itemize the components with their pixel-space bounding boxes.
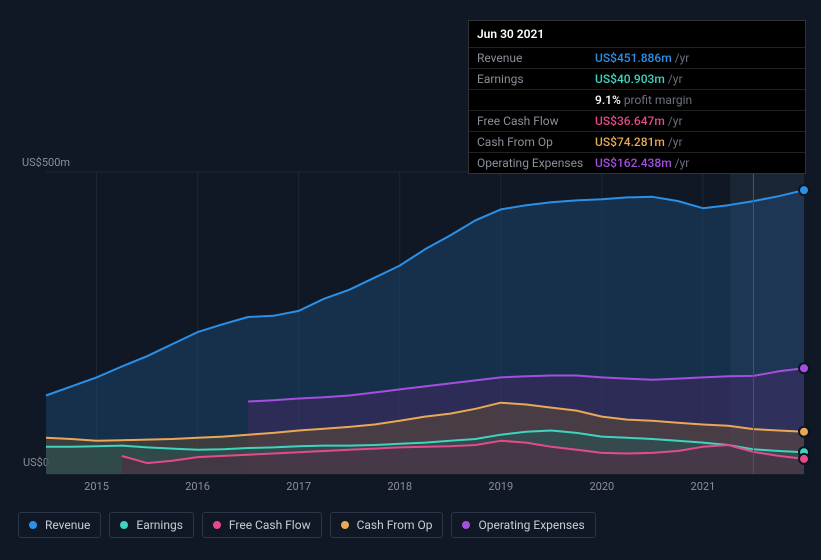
legend-item-revenue[interactable]: Revenue [18,512,101,538]
tooltip-value: US$451.886m [595,51,672,65]
legend-item-opex[interactable]: Operating Expenses [451,512,595,538]
legend-label: Revenue [45,518,90,532]
tooltip-label: Revenue [477,51,595,65]
tooltip-label: Cash From Op [477,135,595,149]
tooltip-value: US$36.647m [595,114,665,128]
x-tick-label: 2015 [84,480,109,493]
profit-margin-label: profit margin [624,93,692,107]
legend-dot [341,521,349,529]
x-tick-label: 2017 [286,480,311,493]
profit-margin-value: 9.1% [595,93,621,107]
legend-item-cfo[interactable]: Cash From Op [330,512,444,538]
tooltip-value: US$162.438m [595,156,672,170]
tooltip-row: 9.1%profit margin [469,89,805,110]
legend-item-earnings[interactable]: Earnings [109,512,194,538]
legend-label: Earnings [136,518,183,532]
legend-dot [29,521,37,529]
tooltip-row: Cash From Op US$74.281m/yr [469,131,805,152]
legend-dot [213,521,221,529]
x-axis-labels: 2015 2016 2017 2018 2019 2020 2021 [46,480,804,496]
legend-dot [462,521,470,529]
legend-label: Cash From Op [357,518,433,532]
tooltip-value: US$74.281m [595,135,665,149]
tooltip-row: Earnings US$40.903m/yr [469,68,805,89]
tooltip-row: Revenue US$451.886m/yr [469,47,805,68]
chart-tooltip: Jun 30 2021 Revenue US$451.886m/yr Earni… [468,20,806,174]
chart-legend: Revenue Earnings Free Cash Flow Cash From O… [18,512,596,538]
y-axis-label-max: US$500m [22,156,70,169]
chart-plot[interactable] [46,172,804,474]
tooltip-row: Free Cash Flow US$36.647m/yr [469,110,805,131]
x-tick-label: 2016 [185,480,210,493]
legend-label: Operating Expenses [478,518,584,532]
x-tick-label: 2020 [589,480,614,493]
tooltip-label: Free Cash Flow [477,114,595,128]
legend-label: Free Cash Flow [229,518,311,532]
tooltip-row: Operating Expenses US$162.438m/yr [469,152,805,173]
legend-dot [120,521,128,529]
x-tick-label: 2018 [387,480,412,493]
tooltip-date: Jun 30 2021 [469,21,805,47]
tooltip-value: US$40.903m [595,72,665,86]
x-tick-label: 2019 [488,480,513,493]
tooltip-label: Earnings [477,72,595,86]
x-tick-label: 2021 [691,480,716,493]
legend-item-fcf[interactable]: Free Cash Flow [202,512,322,538]
tooltip-label: Operating Expenses [477,156,595,170]
